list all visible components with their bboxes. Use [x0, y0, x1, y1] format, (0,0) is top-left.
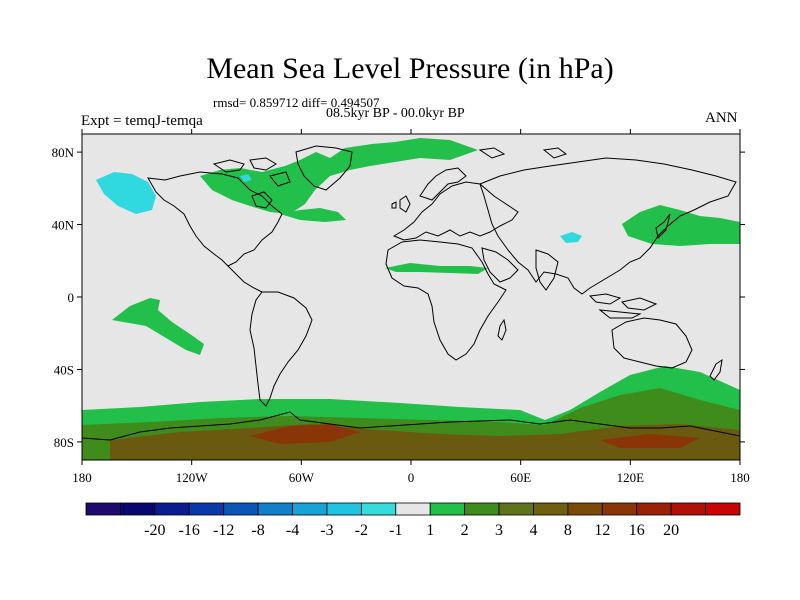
- coastline-asia: [479, 157, 737, 295]
- colorbar-swatch: [636, 502, 672, 516]
- lon-tick-label: 180: [730, 470, 750, 485]
- anomaly-north-atlantic: [280, 208, 346, 222]
- lat-tick-label: 0: [68, 290, 75, 305]
- coastline-new-zealand: [709, 358, 723, 381]
- coastline-south-america: [249, 291, 313, 407]
- colorbar-label: 1: [426, 522, 434, 539]
- colorbar-swatch: [292, 502, 328, 516]
- colorbar-label: -12: [213, 522, 234, 539]
- plot-title: Mean Sea Level Pressure (in hPa): [206, 52, 614, 85]
- colorbar-label: 16: [629, 522, 645, 539]
- anomaly-antarctic-max: [250, 424, 360, 444]
- lat-tick-label: 40N: [52, 218, 75, 233]
- coastline-arabia: [481, 247, 519, 283]
- coastline-arctic-islands: [478, 147, 568, 159]
- coastline-india: [535, 249, 559, 291]
- coastline-indonesia: [588, 293, 658, 319]
- coastline-greenland: [295, 145, 353, 191]
- coastline-japan: [655, 213, 671, 240]
- stats-label: rmsd= 0.859712 diff= 0.494507: [213, 95, 380, 110]
- lat-tick-label: 80N: [52, 145, 75, 160]
- anomaly-southeast-pacific: [112, 298, 204, 355]
- coastline-central-america: [227, 265, 263, 293]
- colorbar-swatch: [257, 502, 293, 516]
- colorbar-label: -1: [389, 522, 402, 539]
- anomaly-arctic-greenland: [200, 138, 478, 214]
- lon-tick-label: 180: [72, 470, 92, 485]
- anomaly-alaska-negative: [96, 172, 156, 214]
- colorbar-swatch: [498, 502, 534, 516]
- colorbar-swatch: [429, 502, 466, 516]
- lon-tick-label: 0: [408, 470, 415, 485]
- coastline-madagascar: [497, 318, 507, 341]
- colorbar-label: 3: [495, 522, 503, 539]
- lon-tick-label: 120E: [617, 470, 645, 485]
- colorbar-swatch: [464, 502, 500, 516]
- lat-tick-label: 40S: [54, 362, 74, 377]
- colorbar-label: -20: [144, 522, 165, 539]
- colorbar-label: 20: [663, 522, 679, 539]
- colorbar-swatch: [188, 502, 225, 516]
- colorbar-swatch: [670, 502, 706, 516]
- lon-tick-label: 60E: [510, 470, 531, 485]
- colorbar-label: 12: [594, 522, 610, 539]
- coastline-antarctica: [82, 411, 740, 441]
- colorbar-label: 2: [461, 522, 469, 539]
- anomaly-north-pacific: [622, 205, 740, 246]
- season-label: ANN: [705, 110, 738, 126]
- anomaly-fields: [82, 138, 740, 460]
- colorbar-swatch: [567, 502, 603, 516]
- coastline-scandinavia: [419, 167, 467, 201]
- colorbar: -20 -16 -12 -8 -4 -3 -2 -1 1 2 3 4 8 12 16 20: [85, 502, 741, 539]
- lat-tick-label: 80S: [54, 435, 74, 450]
- coastline-australia: [611, 317, 693, 369]
- coastline-hudson-bay: [251, 191, 273, 209]
- lon-tick-label: 120W: [176, 470, 209, 485]
- lon-tick-label: 60W: [289, 470, 315, 485]
- colorbar-swatch: [601, 502, 638, 516]
- anomaly-east-asia-negative: [560, 232, 582, 243]
- colorbar-label: -16: [179, 522, 200, 539]
- coastline-africa: [385, 239, 507, 361]
- colorbar-label: -3: [320, 522, 333, 539]
- coastlines: [82, 145, 740, 441]
- colorbar-label: 8: [564, 522, 572, 539]
- colorbar-swatch: [85, 502, 121, 516]
- colorbar-swatch: [154, 502, 190, 516]
- colorbar-label: -2: [355, 522, 368, 539]
- colorbar-swatch: [326, 502, 362, 516]
- colorbar-swatch: [705, 502, 741, 516]
- coastline-europe: [392, 181, 519, 241]
- period-label: 08.5kyr BP - 00.0kyr BP: [326, 106, 465, 121]
- anomaly-sahel-band: [385, 263, 488, 274]
- colorbar-swatch: [395, 502, 431, 516]
- anomaly-antarctic-max-east: [600, 434, 700, 448]
- experiment-label: Expt = temqJ-temqa: [81, 113, 203, 129]
- coastline-canadian-islands: [212, 157, 291, 187]
- map-axes: 180 120W 60W 0 60E 120E 180 80N 40N 0 40S 80S: [52, 129, 750, 485]
- colorbar-label: -8: [251, 522, 264, 539]
- coastline-north-america: [147, 171, 283, 267]
- colorbar-label: 4: [529, 522, 537, 539]
- colorbar-swatch: [120, 502, 156, 516]
- colorbar-swatch: [533, 502, 569, 516]
- colorbar-label: -4: [286, 522, 299, 539]
- anomaly-arctic-negative: [240, 174, 252, 182]
- colorbar-swatch: [223, 502, 259, 516]
- colorbar-swatch: [360, 502, 397, 516]
- coastline-british-isles: [391, 195, 411, 213]
